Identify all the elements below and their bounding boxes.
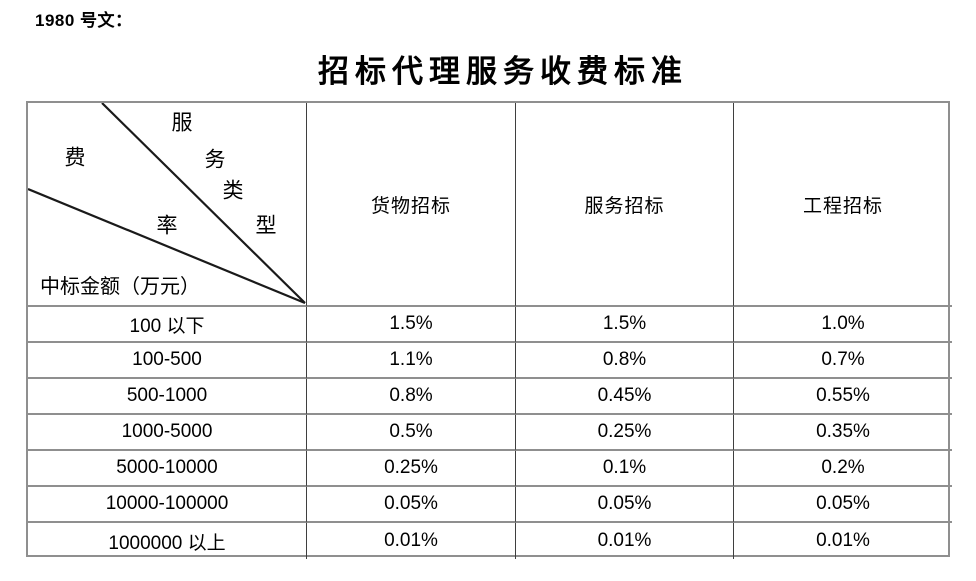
goods-rate-cell: 1.5% bbox=[307, 307, 516, 343]
service-rate-cell: 1.5% bbox=[516, 307, 734, 343]
corner-service-type-char: 类 bbox=[222, 178, 244, 203]
row-axis-label: 中标金额（万元） bbox=[40, 276, 200, 298]
page-title: 招标代理服务收费标准 bbox=[318, 54, 688, 89]
goods-rate-cell: 1.1% bbox=[307, 343, 516, 379]
corner-service-type-char: 服 bbox=[171, 110, 193, 135]
goods-rate-cell: 0.25% bbox=[307, 451, 516, 487]
service-rate-cell: 0.45% bbox=[516, 379, 734, 415]
works-rate-cell: 0.05% bbox=[734, 487, 952, 523]
amount-range-cell: 100-500 bbox=[28, 343, 307, 379]
goods-rate-cell: 0.01% bbox=[307, 523, 516, 559]
service-rate-cell: 0.25% bbox=[516, 415, 734, 451]
works-rate-cell: 0.55% bbox=[734, 379, 952, 415]
corner-header-cell: 服 费 务 类 率 型 中标金额（万元） bbox=[28, 103, 307, 307]
works-rate-cell: 0.7% bbox=[734, 343, 952, 379]
service-rate-cell: 0.8% bbox=[516, 343, 734, 379]
service-rate-cell: 0.05% bbox=[516, 487, 734, 523]
service-rate-cell: 0.01% bbox=[516, 523, 734, 559]
corner-fee-rate-char: 费 bbox=[64, 145, 86, 170]
goods-rate-cell: 0.05% bbox=[307, 487, 516, 523]
column-header-works: 工程招标 bbox=[734, 103, 952, 307]
corner-fee-rate-char: 率 bbox=[156, 213, 178, 238]
works-rate-cell: 0.35% bbox=[734, 415, 952, 451]
corner-service-type-char: 型 bbox=[255, 213, 277, 238]
amount-range-cell: 1000-5000 bbox=[28, 415, 307, 451]
works-rate-cell: 0.01% bbox=[816, 530, 870, 551]
amount-range-cell: 10000-100000 bbox=[28, 487, 307, 523]
column-header-goods: 货物招标 bbox=[307, 103, 516, 307]
title-container: 招标代理服务收费标准 bbox=[0, 46, 976, 91]
amount-range-cell: 1000000 以上 bbox=[28, 523, 307, 559]
works-rate-cell: 1.0% bbox=[734, 307, 952, 343]
diagonal-lines bbox=[28, 103, 306, 305]
amount-range-cell: 500-1000 bbox=[28, 379, 307, 415]
goods-rate-cell: 0.8% bbox=[307, 379, 516, 415]
works-rate-cell: 0.2% bbox=[734, 451, 952, 487]
fee-standard-table: 服 费 务 类 率 型 中标金额（万元） 货物招标 服务招标 工程招标 100 … bbox=[26, 101, 952, 559]
corner-service-type-char: 务 bbox=[204, 147, 226, 172]
amount-range-cell: 5000-10000 bbox=[28, 451, 307, 487]
doc-number-label: 1980 号文： bbox=[35, 11, 133, 30]
service-rate-cell: 0.1% bbox=[516, 451, 734, 487]
amount-range-cell: 100 以下 bbox=[28, 307, 307, 343]
column-header-service: 服务招标 bbox=[516, 103, 734, 307]
goods-rate-cell: 0.5% bbox=[307, 415, 516, 451]
